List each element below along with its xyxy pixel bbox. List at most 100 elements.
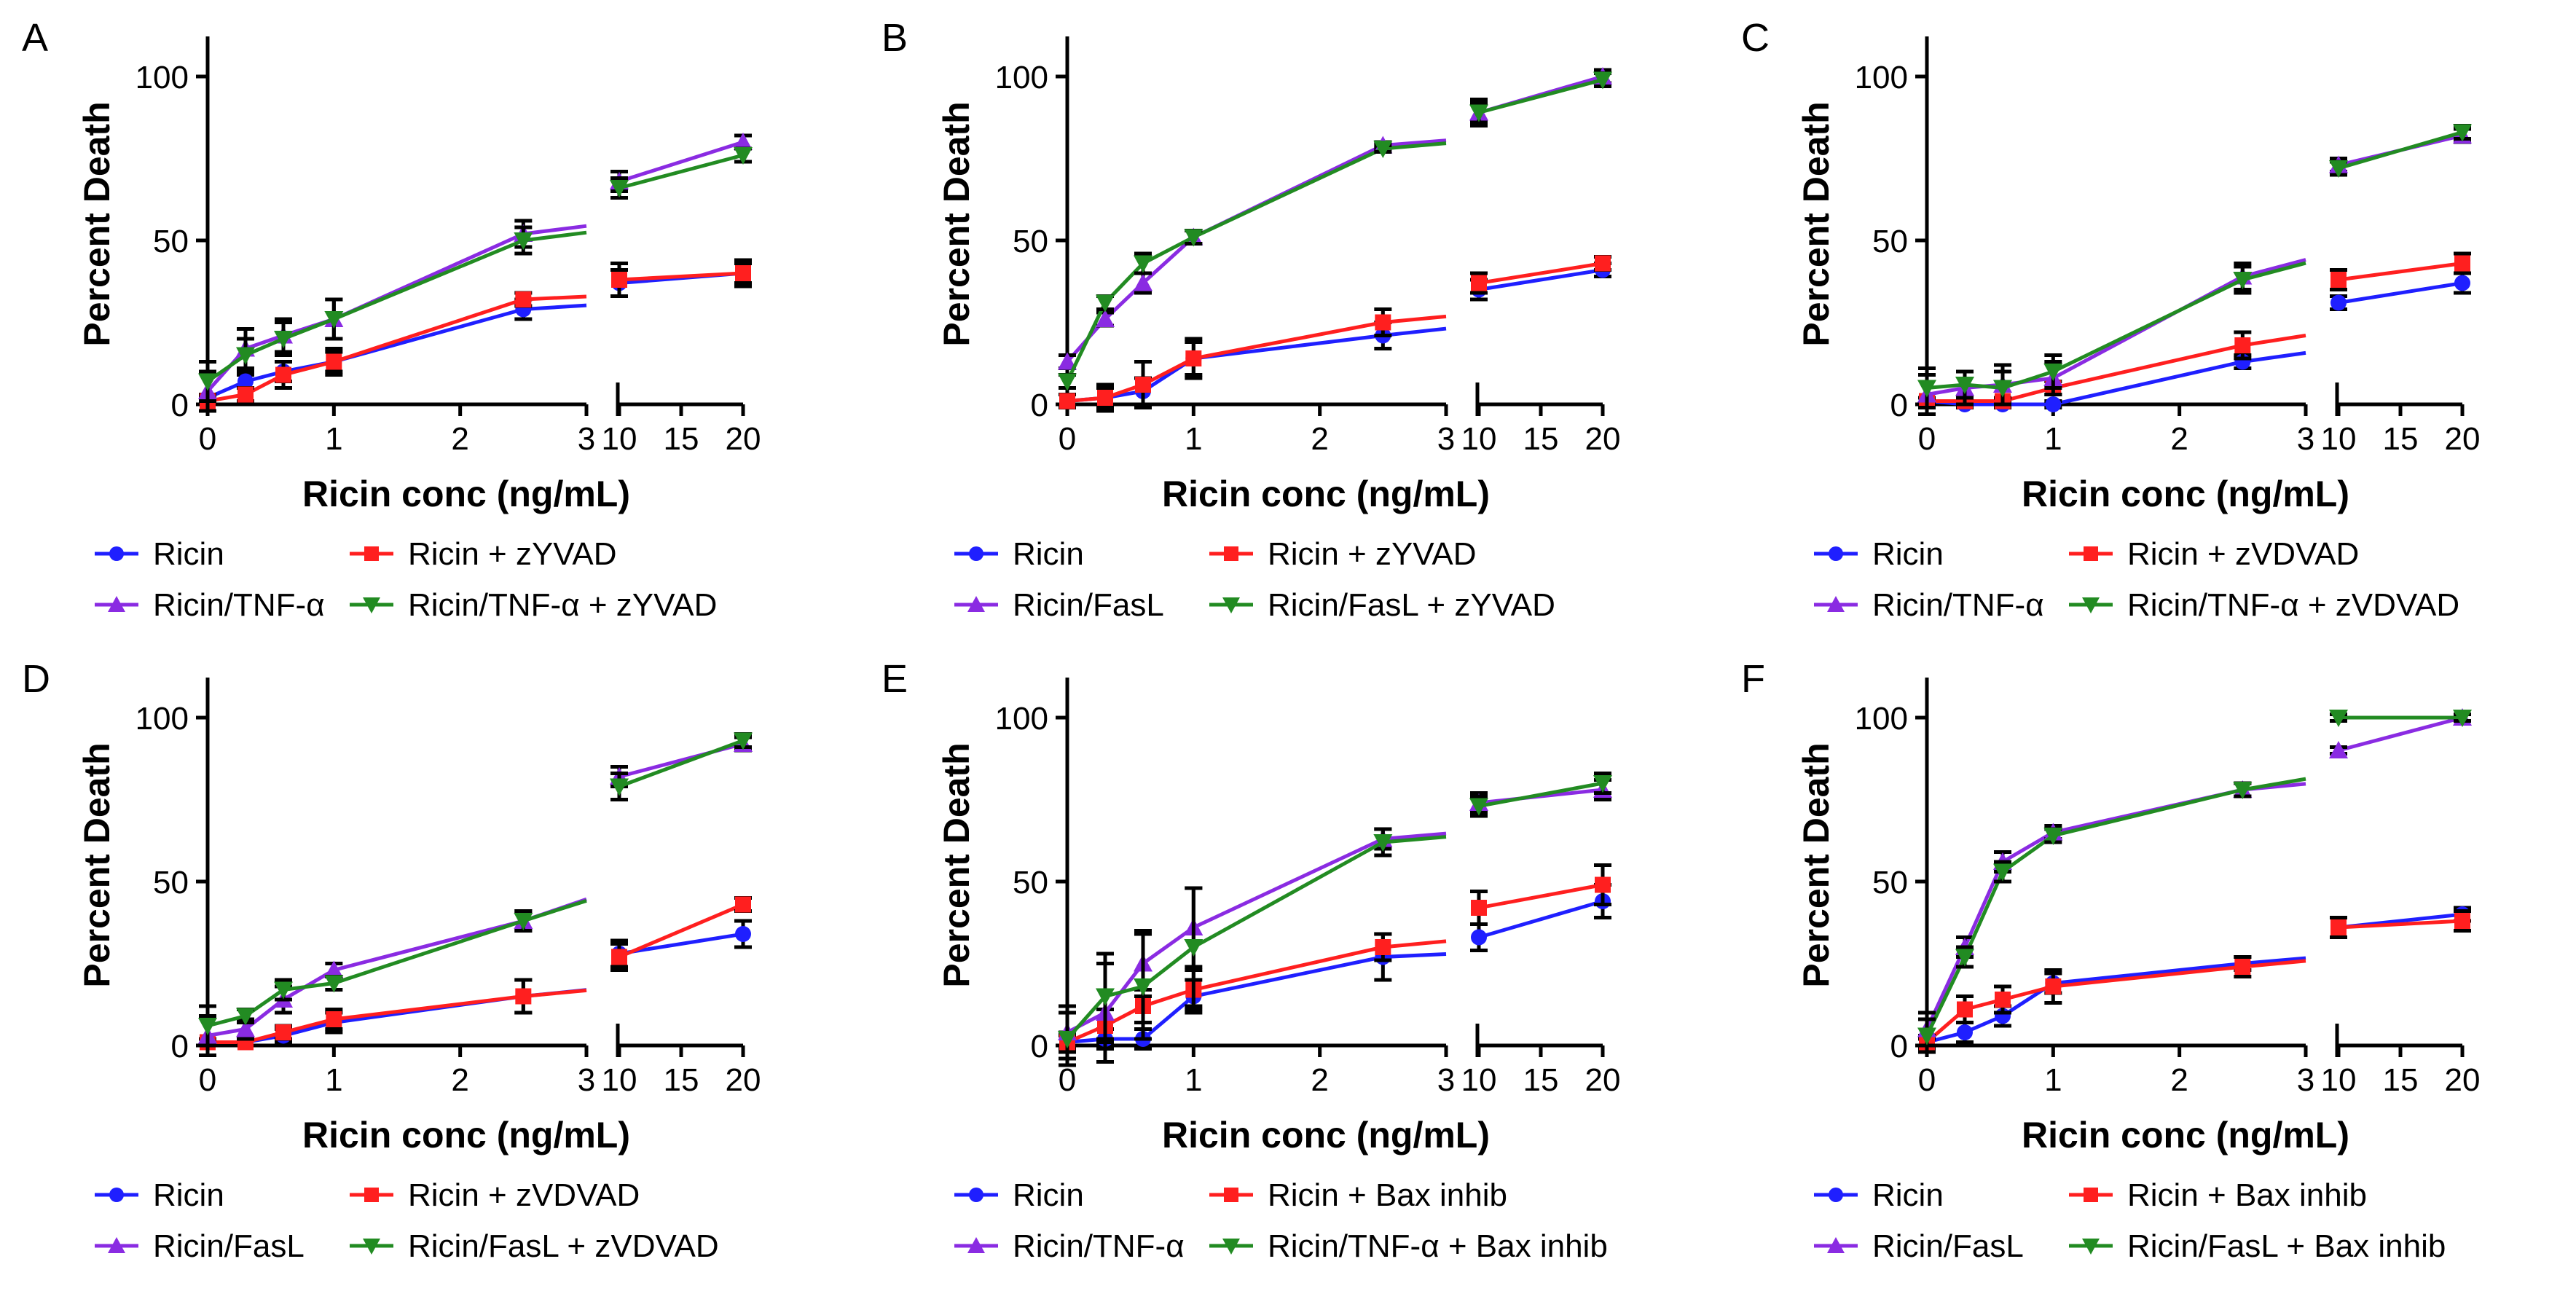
series-line-right — [619, 271, 744, 282]
data-point — [236, 347, 255, 365]
series-1 — [199, 896, 752, 1051]
data-point — [2453, 710, 2472, 727]
legend-marker — [109, 546, 124, 561]
series-3 — [1058, 71, 1612, 391]
x-tick-label: 15 — [664, 1062, 699, 1098]
data-point — [2043, 828, 2063, 845]
x-tick-label: 2 — [1311, 1062, 1328, 1098]
legend-label: Ricin/TNF-α + Bax inhib — [1268, 1228, 1608, 1264]
data-point — [1096, 988, 1115, 1006]
data-point — [1373, 141, 1393, 158]
data-point — [1993, 863, 2012, 882]
y-tick-label: 50 — [1013, 224, 1048, 259]
data-point — [2330, 919, 2347, 935]
x-tick-label: 2 — [451, 1062, 468, 1098]
x-tick-label: 3 — [2297, 1062, 2314, 1098]
legend-label: Ricin — [1872, 536, 1944, 572]
y-axis-title: Percent Death — [76, 742, 117, 987]
series-line-left — [1926, 360, 2243, 407]
series-line-right — [619, 903, 744, 959]
series-2 — [198, 734, 753, 1057]
data-point — [2330, 294, 2347, 311]
series-line-left — [1925, 788, 2243, 1037]
x-tick-label: 20 — [2445, 1062, 2481, 1098]
legend-marker — [1827, 596, 1845, 612]
legend-entry-1: Ricin + zVDVAD — [2069, 536, 2359, 572]
y-axis-title: Percent Death — [936, 742, 977, 987]
y-tick-label: 50 — [1872, 224, 1908, 259]
panel-label: C — [1741, 16, 1770, 60]
panel-c: C 0 50 100 Percent Death 0 1 2 3 10 15 20 Ricin conc… — [1741, 16, 2480, 623]
data-point — [1059, 393, 1075, 409]
x-tick-label: 3 — [1437, 421, 1455, 457]
legend-entry-1: Ricin + zYVAD — [350, 536, 617, 572]
data-point — [1185, 350, 1202, 366]
data-point — [1096, 310, 1115, 327]
data-point — [275, 1024, 291, 1040]
legend-entry-0: Ricin — [95, 1177, 224, 1213]
y-tick-label: 0 — [1890, 1029, 1908, 1064]
legend-marker — [363, 1239, 380, 1255]
series-line-tail — [2242, 334, 2306, 348]
x-axis-title: Ricin conc (ng/mL) — [302, 1115, 630, 1155]
legend-marker — [969, 546, 983, 561]
series-line-right — [2338, 715, 2463, 753]
legend-marker — [1224, 546, 1238, 561]
series-line-tail — [523, 224, 587, 236]
series-3 — [198, 146, 753, 403]
legend-label: Ricin + zVDVAD — [2127, 536, 2359, 572]
y-tick-label: 100 — [1855, 60, 1908, 95]
series-line-right — [2338, 919, 2463, 930]
data-point — [1469, 798, 1488, 816]
legend-entry-3: Ricin/FasL + Bax inhib — [2069, 1228, 2446, 1264]
series-line-left — [207, 919, 525, 1028]
data-point — [2453, 124, 2472, 142]
legend-marker — [967, 596, 985, 612]
data-point — [1469, 104, 1488, 122]
series-line-tail — [1383, 939, 1447, 949]
data-point — [2234, 337, 2251, 353]
x-tick-label: 20 — [1585, 421, 1621, 457]
panel-label: D — [22, 657, 50, 701]
legend-label: Ricin/FasL — [1872, 1228, 2024, 1264]
legend-label: Ricin + zYVAD — [408, 536, 617, 572]
legend-label: Ricin/TNF-α — [1013, 1228, 1185, 1264]
data-point — [1593, 71, 1612, 90]
data-point — [734, 147, 753, 165]
y-tick-label: 100 — [136, 701, 189, 737]
data-point — [1373, 834, 1393, 852]
y-tick-label: 50 — [1872, 865, 1908, 900]
legend-entry-3: Ricin/FasL + zYVAD — [1209, 587, 1555, 623]
data-point — [1595, 876, 1611, 893]
data-point — [1096, 294, 1115, 313]
series-line-tail — [523, 303, 587, 311]
legend-label: Ricin — [153, 536, 224, 572]
panel-label: E — [881, 657, 908, 701]
data-point — [2330, 272, 2347, 288]
legend-entry-3: Ricin/TNF-α + Bax inhib — [1209, 1228, 1608, 1264]
data-point — [324, 960, 344, 978]
series-line-tail — [2242, 959, 2306, 969]
legend-marker — [1224, 1188, 1238, 1202]
data-point — [1995, 992, 2011, 1008]
data-point — [514, 232, 533, 250]
x-tick-label: 10 — [1461, 1062, 1497, 1098]
data-point — [274, 331, 293, 348]
legend-marker — [1222, 1239, 1240, 1255]
legend-entry-0: Ricin — [1814, 1177, 1944, 1213]
x-tick-label: 15 — [1523, 421, 1559, 457]
series-line-left — [1066, 840, 1384, 1040]
series-line-right — [1478, 262, 1603, 285]
data-point — [326, 1011, 342, 1027]
data-point — [1595, 255, 1611, 272]
data-point — [2454, 275, 2470, 291]
series-line-right — [2338, 130, 2463, 170]
legend-marker — [364, 1188, 379, 1202]
series-line-right — [2338, 281, 2463, 305]
legend-label: Ricin + zYVAD — [1268, 536, 1477, 572]
legend-label: Ricin — [1013, 1177, 1084, 1213]
data-point — [1955, 949, 1974, 967]
data-point — [2045, 396, 2062, 412]
series-line-left — [207, 307, 525, 400]
